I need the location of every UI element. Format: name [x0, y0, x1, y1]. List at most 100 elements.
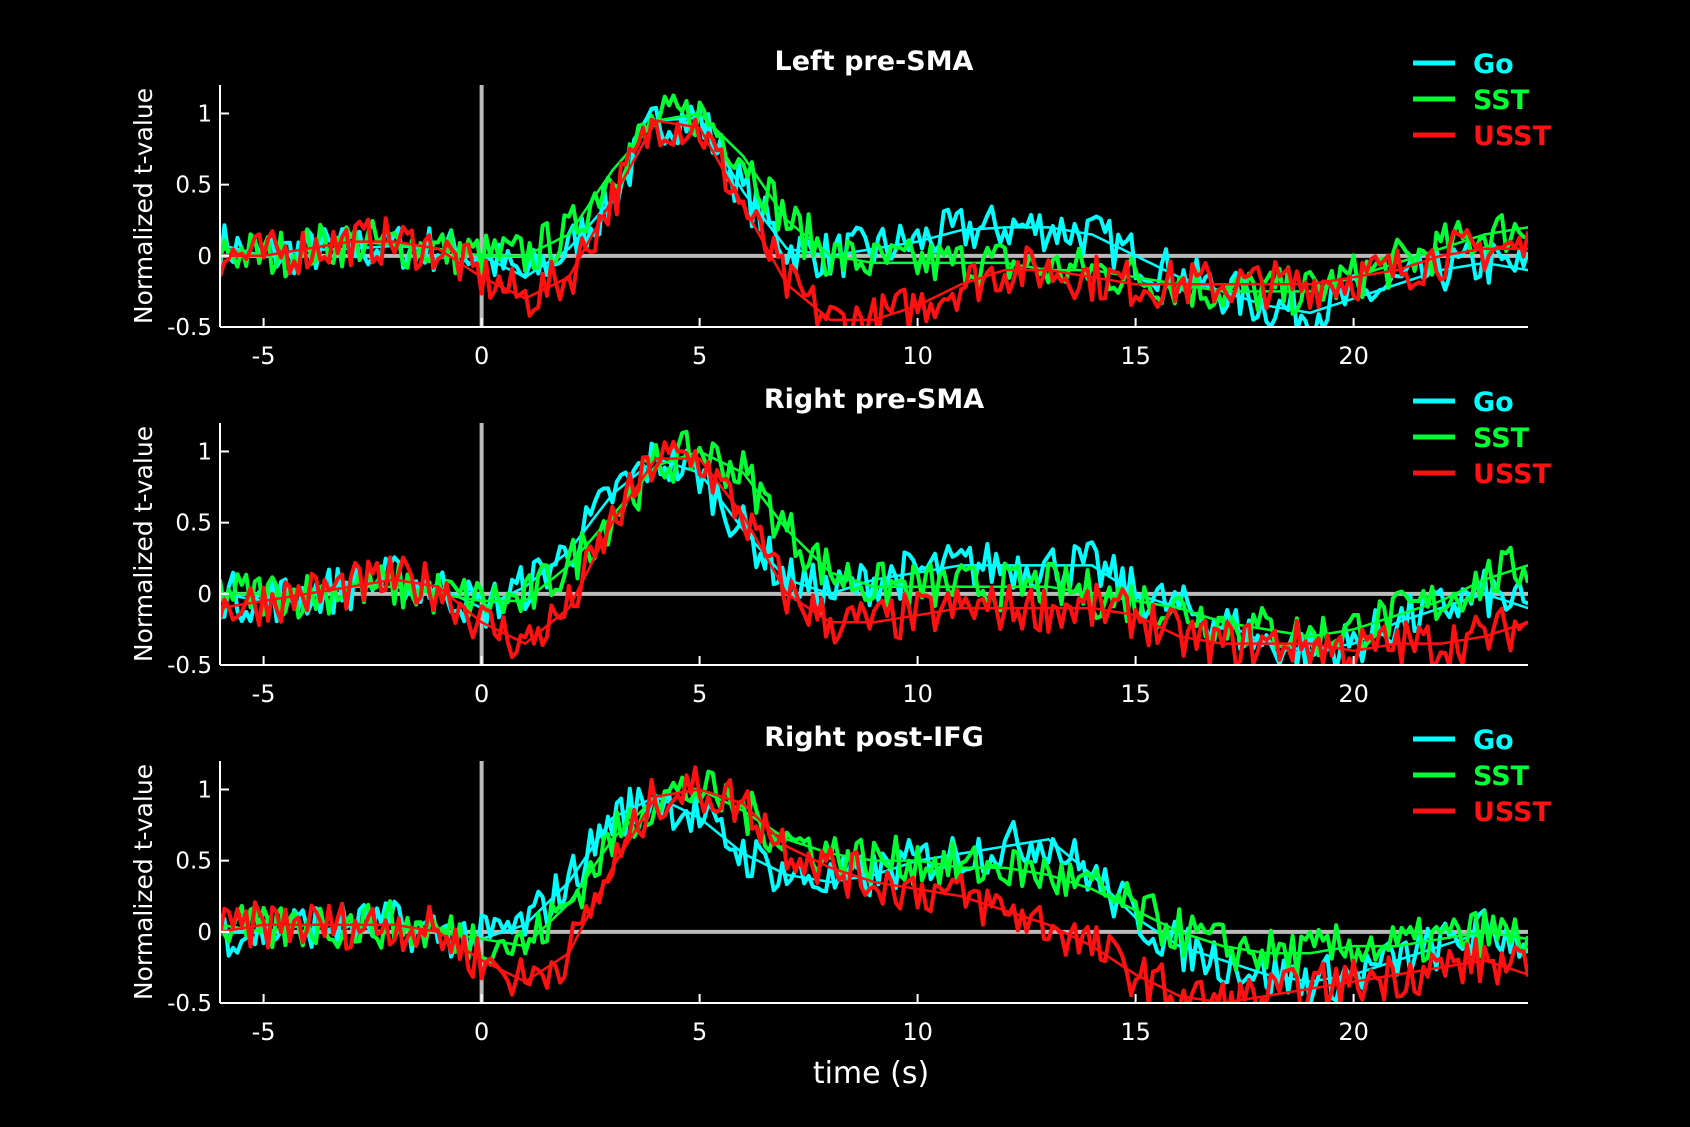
data-point-usst: [611, 197, 614, 201]
data-point-sst: [698, 112, 701, 115]
x-tick-label: 5: [692, 1018, 707, 1046]
data-point-go: [611, 816, 614, 820]
series-sst-trace: [220, 93, 1528, 316]
data-point-usst: [1178, 994, 1181, 998]
data-point-go: [1221, 959, 1225, 962]
data-point-sst: [872, 859, 876, 862]
data-point-sst: [1352, 944, 1355, 948]
x-tick-label: 5: [692, 342, 707, 370]
data-point-sst: [1003, 261, 1006, 265]
data-point-sst: [1439, 247, 1443, 250]
data-point-go: [1526, 606, 1528, 610]
data-point-usst: [306, 247, 309, 250]
data-point-sst: [524, 944, 527, 948]
y-tick-label: -0.5: [167, 315, 212, 341]
data-point-usst: [872, 880, 876, 884]
data-point-usst: [524, 980, 527, 983]
legend: Go SST USST: [1413, 49, 1552, 152]
data-point-sst: [1483, 578, 1486, 581]
y-tick-label: 1: [197, 439, 212, 465]
data-point-sst: [785, 219, 788, 222]
data-point-usst: [698, 457, 701, 460]
data-point-sst: [1308, 635, 1312, 638]
data-point-go: [785, 578, 788, 581]
data-point-sst: [742, 471, 745, 475]
y-axis-label: Normalized t-value: [129, 88, 158, 324]
x-tick-label: -5: [252, 342, 276, 370]
data-point-usst: [960, 283, 963, 286]
data-point-sst: [1265, 628, 1268, 631]
data-point-usst: [1439, 642, 1443, 645]
data-point-usst: [480, 275, 483, 279]
data-point-sst: [698, 450, 701, 453]
data-point-sst: [1396, 613, 1399, 617]
series-usst-trace: [220, 440, 1528, 665]
data-point-usst: [742, 802, 745, 805]
data-point-sst: [1047, 585, 1050, 588]
data-point-sst: [524, 599, 527, 603]
data-point-usst: [654, 119, 658, 122]
panel-title: Left pre-SMA: [775, 46, 974, 77]
data-point-usst: [742, 514, 745, 517]
y-tick-label: 0.5: [175, 849, 212, 875]
data-point-go: [1396, 621, 1399, 624]
data-point-usst: [1396, 268, 1399, 272]
data-point-usst: [1047, 606, 1050, 610]
data-point-usst: [1221, 283, 1225, 286]
data-point-usst: [262, 254, 265, 258]
legend-label-sst: SST: [1473, 761, 1530, 792]
data-point-usst: [1047, 923, 1050, 926]
data-point-usst: [1090, 944, 1094, 948]
data-point-go: [567, 247, 570, 250]
data-point-sst: [829, 571, 832, 574]
data-point-usst: [1396, 973, 1399, 976]
data-point-usst: [1134, 613, 1137, 617]
data-point-usst: [1396, 642, 1399, 645]
data-point-sst: [1526, 937, 1528, 941]
legend-label-usst: USST: [1473, 121, 1552, 152]
data-point-sst: [916, 261, 919, 265]
series-go-trace: [220, 104, 1528, 327]
y-tick-label: -0.5: [167, 653, 212, 679]
legend: Go SST USST: [1413, 387, 1552, 490]
data-point-go: [1090, 233, 1094, 236]
legend-label-go: Go: [1473, 387, 1514, 418]
y-axis-label: Normalized t-value: [129, 426, 158, 662]
y-tick-label: -0.5: [167, 991, 212, 1017]
panel-1: -5 0 5 10 15 20 -0.5 0 0.5 1 Normalized t-value Lef…: [129, 46, 1552, 370]
series-usst: [220, 765, 1528, 1003]
data-point-usst: [1439, 254, 1443, 258]
data-point-go: [1439, 944, 1443, 948]
x-tick-label: 15: [1120, 342, 1151, 370]
x-tick-label: 10: [902, 1018, 933, 1046]
data-point-go: [829, 592, 832, 596]
data-point-sst: [611, 838, 614, 841]
data-point-usst: [306, 592, 309, 596]
data-point-sst: [960, 585, 963, 588]
data-point-go: [1003, 845, 1006, 848]
data-point-sst: [1134, 909, 1137, 912]
data-point-usst: [1308, 283, 1312, 286]
data-point-sst: [1178, 606, 1181, 610]
data-point-usst: [480, 621, 483, 624]
x-tick-label: 10: [902, 342, 933, 370]
data-point-sst: [567, 902, 570, 905]
data-point-usst: [1439, 966, 1443, 969]
data-point-usst: [1308, 642, 1312, 645]
data-point-usst: [1178, 283, 1181, 286]
data-point-go: [1396, 959, 1399, 962]
data-point-go: [1134, 254, 1137, 258]
data-point-sst: [567, 233, 570, 236]
data-point-usst: [393, 923, 396, 926]
data-point-go: [1308, 311, 1312, 314]
data-point-sst: [480, 937, 483, 941]
data-point-usst: [567, 606, 570, 610]
data-point-usst: [393, 578, 396, 581]
data-point-usst: [1526, 973, 1528, 976]
data-point-usst: [436, 585, 440, 588]
data-point-sst: [1003, 866, 1006, 869]
panel-3: -5 0 5 10 15 20 -0.5 0 0.5 1 Normalized t-value Rig…: [129, 722, 1552, 1046]
x-tick-label: -5: [252, 1018, 276, 1046]
data-point-usst: [872, 318, 876, 322]
data-point-usst: [262, 923, 265, 926]
